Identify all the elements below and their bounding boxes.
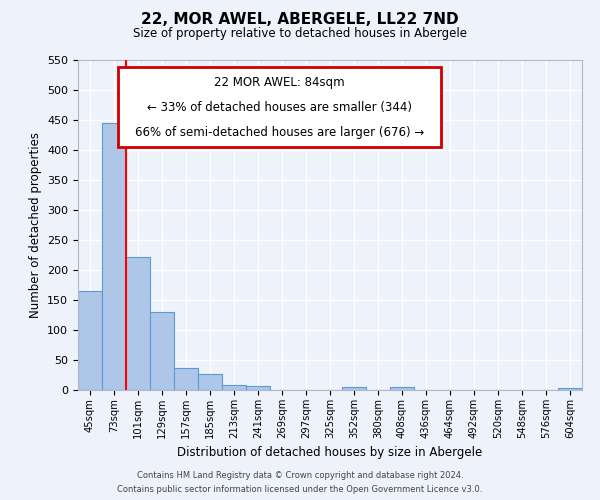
Bar <box>342 387 366 390</box>
Text: 66% of semi-detached houses are larger (676) →: 66% of semi-detached houses are larger (… <box>135 126 424 140</box>
Text: Contains public sector information licensed under the Open Government Licence v3: Contains public sector information licen… <box>118 484 482 494</box>
Text: Size of property relative to detached houses in Abergele: Size of property relative to detached ho… <box>133 28 467 40</box>
Bar <box>246 386 270 390</box>
Bar <box>558 388 582 390</box>
Text: ← 33% of detached houses are smaller (344): ← 33% of detached houses are smaller (34… <box>147 100 412 114</box>
Bar <box>78 291 102 390</box>
Bar <box>198 374 222 390</box>
FancyBboxPatch shape <box>118 66 441 148</box>
Bar <box>174 368 198 390</box>
Text: 22 MOR AWEL: 84sqm: 22 MOR AWEL: 84sqm <box>214 76 345 90</box>
Bar <box>150 312 174 390</box>
Y-axis label: Number of detached properties: Number of detached properties <box>29 132 41 318</box>
Bar <box>102 123 126 390</box>
Text: Contains HM Land Registry data © Crown copyright and database right 2024.: Contains HM Land Registry data © Crown c… <box>137 472 463 480</box>
Bar <box>390 387 414 390</box>
X-axis label: Distribution of detached houses by size in Abergele: Distribution of detached houses by size … <box>178 446 482 460</box>
Bar <box>222 384 246 390</box>
Text: 22, MOR AWEL, ABERGELE, LL22 7ND: 22, MOR AWEL, ABERGELE, LL22 7ND <box>141 12 459 28</box>
Bar <box>126 257 150 390</box>
